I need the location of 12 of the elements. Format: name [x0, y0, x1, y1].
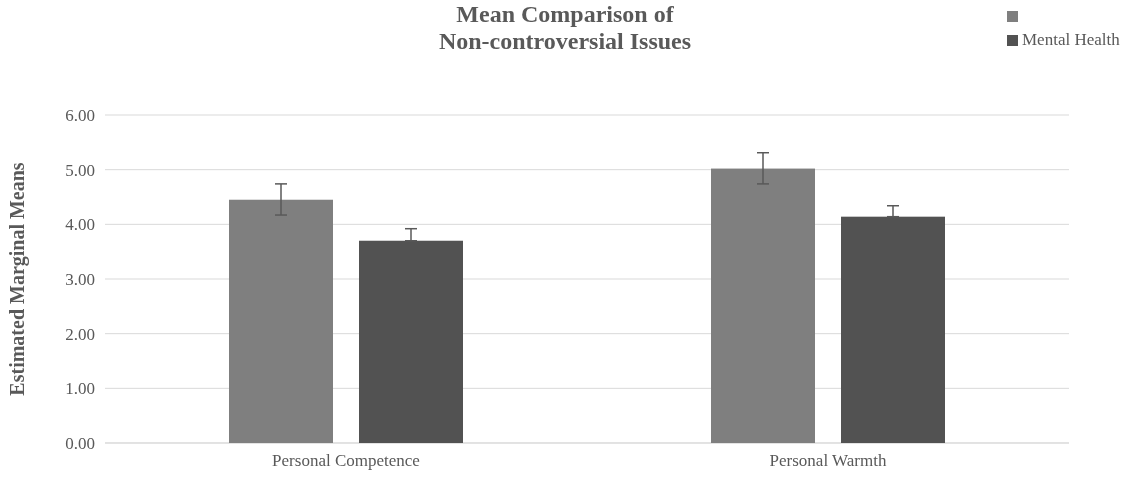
y-axis-title: Estimated Marginal Means	[6, 162, 29, 396]
y-tick-label: 3.00	[65, 269, 95, 289]
y-tick-label: 6.00	[65, 105, 95, 125]
y-tick-label: 4.00	[65, 215, 95, 235]
x-tick-label: Personal Warmth	[769, 451, 887, 470]
chart-title: Mean Comparison of Non-controversial Issues	[438, 1, 692, 54]
y-tick-label: 1.00	[65, 379, 95, 399]
y-tick-label: 5.00	[65, 160, 95, 180]
y-tick-label: 0.00	[65, 433, 95, 453]
y-tick-label: 2.00	[65, 324, 95, 344]
legend-label: Mental Health	[1022, 30, 1121, 49]
x-tick-label: Personal Competence	[272, 451, 420, 470]
